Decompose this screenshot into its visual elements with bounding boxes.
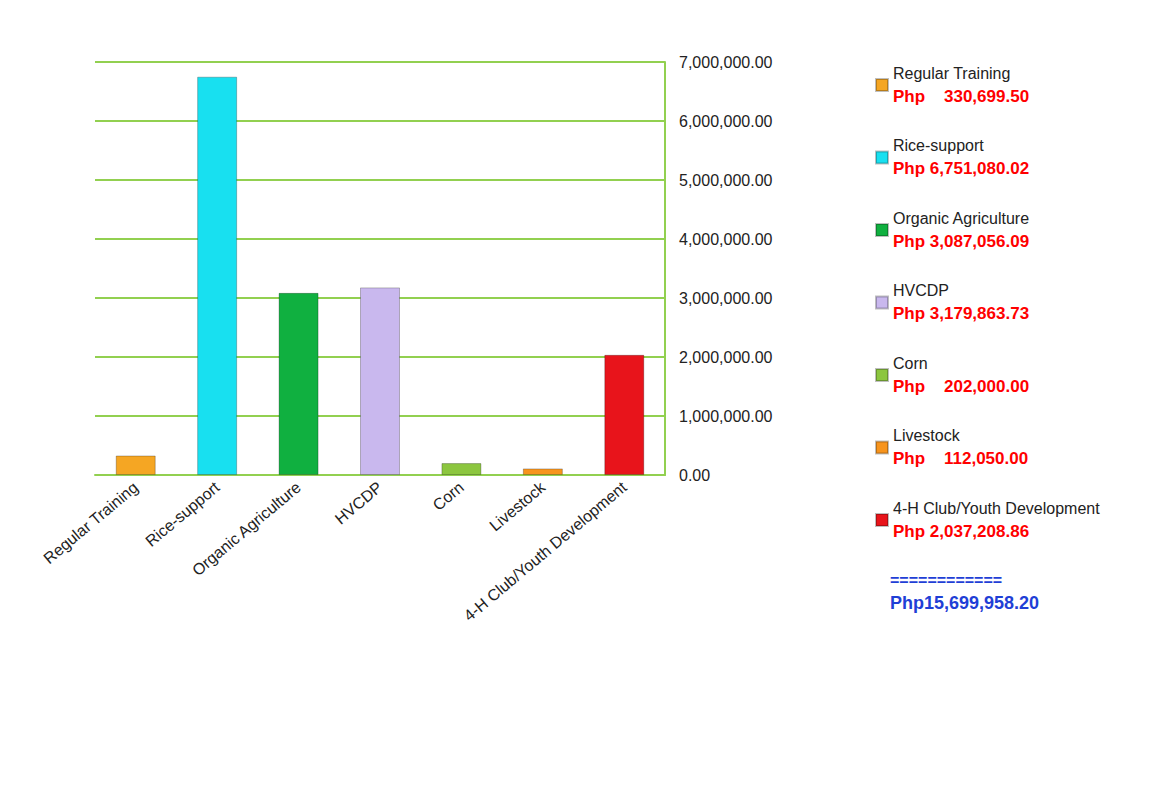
svg-text:HVCDP: HVCDP: [332, 478, 386, 527]
svg-text:0.00: 0.00: [679, 467, 710, 484]
svg-text:4-H Club/Youth Development: 4-H Club/Youth Development: [893, 500, 1100, 517]
svg-text:Corn: Corn: [429, 478, 466, 513]
svg-text:Php 2,037,208.86: Php 2,037,208.86: [893, 522, 1029, 541]
svg-text:Rice-support: Rice-support: [142, 478, 223, 550]
svg-text:Organic Agriculture: Organic Agriculture: [189, 478, 304, 579]
svg-text:============: ============: [890, 572, 1002, 589]
svg-text:1,000,000.00: 1,000,000.00: [679, 408, 773, 425]
svg-text:5,000,000.00: 5,000,000.00: [679, 172, 773, 189]
svg-text:Php 6,751,080.02: Php 6,751,080.02: [893, 159, 1029, 178]
svg-text:Organic Agriculture: Organic Agriculture: [893, 210, 1029, 227]
svg-text:HVCDP: HVCDP: [893, 282, 949, 299]
svg-text:Rice-support: Rice-support: [893, 137, 984, 154]
svg-text:Php 112,050.00: Php 112,050.00: [893, 449, 1028, 468]
svg-text:Livestock: Livestock: [893, 427, 961, 444]
svg-text:3,000,000.00: 3,000,000.00: [679, 290, 773, 307]
svg-text:4,000,000.00: 4,000,000.00: [679, 231, 773, 248]
svg-text:2,000,000.00: 2,000,000.00: [679, 349, 773, 366]
svg-text:Livestock: Livestock: [486, 478, 549, 535]
svg-text:Php 330,699.50: Php 330,699.50: [893, 87, 1029, 106]
svg-text:Php 202,000.00: Php 202,000.00: [893, 377, 1029, 396]
svg-text:Php 3,179,863.73: Php 3,179,863.73: [893, 304, 1029, 323]
svg-text:Php 3,087,056.09: Php 3,087,056.09: [893, 232, 1029, 251]
svg-text:6,000,000.00: 6,000,000.00: [679, 113, 773, 130]
svg-text:4-H Club/Youth Development: 4-H Club/Youth Development: [461, 478, 631, 624]
svg-text:Corn: Corn: [893, 355, 928, 372]
svg-text:7,000,000.00: 7,000,000.00: [679, 54, 773, 71]
svg-text:Php15,699,958.20: Php15,699,958.20: [890, 593, 1039, 613]
svg-text:Regular Training: Regular Training: [40, 478, 141, 567]
svg-text:Regular Training: Regular Training: [893, 65, 1010, 82]
